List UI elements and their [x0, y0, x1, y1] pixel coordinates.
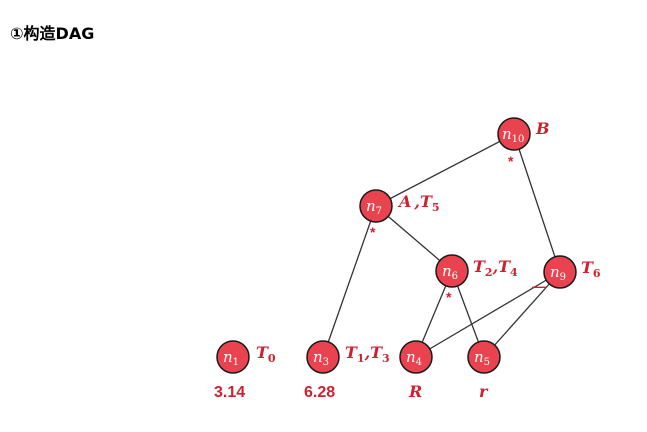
svg-text:n4: n4 [406, 348, 422, 368]
svg-text:n5: n5 [474, 348, 490, 368]
value-n1: 3.14 [214, 384, 245, 401]
node-n5: n5 [467, 340, 501, 374]
value-n3: 6.28 [304, 384, 335, 401]
node-n4: n4 [399, 340, 433, 374]
label-n1: T0 [256, 343, 276, 365]
svg-text:n7: n7 [366, 197, 382, 217]
node-n7: n7 [359, 189, 393, 223]
svg-text:n1: n1 [223, 348, 239, 368]
label-n9: T6 [581, 258, 601, 280]
page-title: ①构造DAG [10, 24, 95, 43]
node-n1: n1 [216, 340, 250, 374]
edge-n10-n9 [513, 133, 561, 273]
node-n9: n9 [543, 255, 577, 289]
svg-text:n6: n6 [442, 262, 458, 282]
svg-text:n3: n3 [313, 348, 329, 368]
svg-text:n9: n9 [550, 263, 566, 283]
label-n7: A ,T5 [397, 192, 440, 214]
node-n6: n6 [435, 254, 469, 288]
svg-text:n10: n10 [502, 125, 524, 145]
operator-n10: * [508, 153, 514, 169]
edge-n7-n3 [322, 205, 377, 358]
edge-n9-n4 [415, 271, 561, 358]
edge-n9-n5 [483, 271, 561, 358]
node-n10: n10 [497, 117, 531, 151]
edge-n10-n7 [375, 133, 515, 207]
label-n10: B [535, 119, 550, 138]
operator-n9: — [532, 278, 546, 294]
label-n6: T2,T4 [473, 257, 518, 279]
operator-n6: * [446, 289, 452, 305]
value-n4: R [408, 382, 422, 401]
operator-n7: * [370, 224, 376, 240]
value-n5: r [479, 382, 489, 401]
label-n3: T1,T3 [345, 343, 390, 365]
node-n3: n3 [306, 340, 340, 374]
